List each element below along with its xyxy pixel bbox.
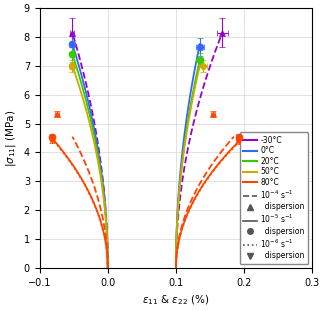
X-axis label: $\mathit{\epsilon}_{11}$ & $\mathit{\epsilon}_{22}$ (%): $\mathit{\epsilon}_{11}$ & $\mathit{\eps… — [142, 293, 210, 307]
Legend: -30°C, 0°C, 20°C, 50°C, 80°C, $10^{-4}$ s$^{-1}$,   dispersion, $10^{-5}$ s$^{-1: -30°C, 0°C, 20°C, 50°C, 80°C, $10^{-4}$ … — [239, 132, 308, 264]
Y-axis label: $|\sigma_{11}|$ (MPa): $|\sigma_{11}|$ (MPa) — [4, 109, 18, 167]
